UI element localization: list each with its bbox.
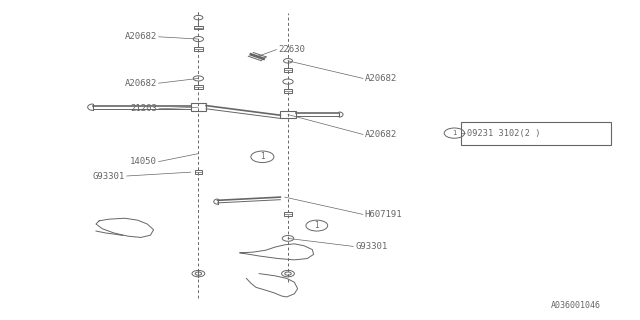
- Bar: [284, 68, 292, 72]
- Bar: [195, 170, 202, 174]
- Text: 14050: 14050: [130, 157, 157, 166]
- Text: A20682: A20682: [125, 79, 157, 88]
- Bar: [194, 26, 203, 29]
- Text: 1: 1: [452, 130, 457, 136]
- Text: G93301: G93301: [355, 242, 387, 251]
- Text: 21203: 21203: [130, 104, 157, 113]
- Text: A20682: A20682: [365, 74, 397, 83]
- Bar: [284, 89, 292, 93]
- Text: 22630: 22630: [278, 45, 305, 54]
- Text: 1: 1: [260, 152, 265, 161]
- Text: G93301: G93301: [93, 172, 125, 180]
- Text: A20682: A20682: [125, 32, 157, 41]
- Bar: [280, 111, 296, 118]
- Text: 09231 3102(2 ): 09231 3102(2 ): [467, 129, 541, 138]
- Bar: [194, 47, 203, 51]
- Text: A036001046: A036001046: [551, 301, 601, 310]
- Bar: [191, 103, 206, 111]
- Text: H607191: H607191: [365, 210, 403, 219]
- Text: A20682: A20682: [365, 130, 397, 139]
- Bar: [284, 212, 292, 216]
- Text: 1: 1: [314, 221, 319, 230]
- Bar: [461, 122, 611, 145]
- Bar: [194, 85, 203, 89]
